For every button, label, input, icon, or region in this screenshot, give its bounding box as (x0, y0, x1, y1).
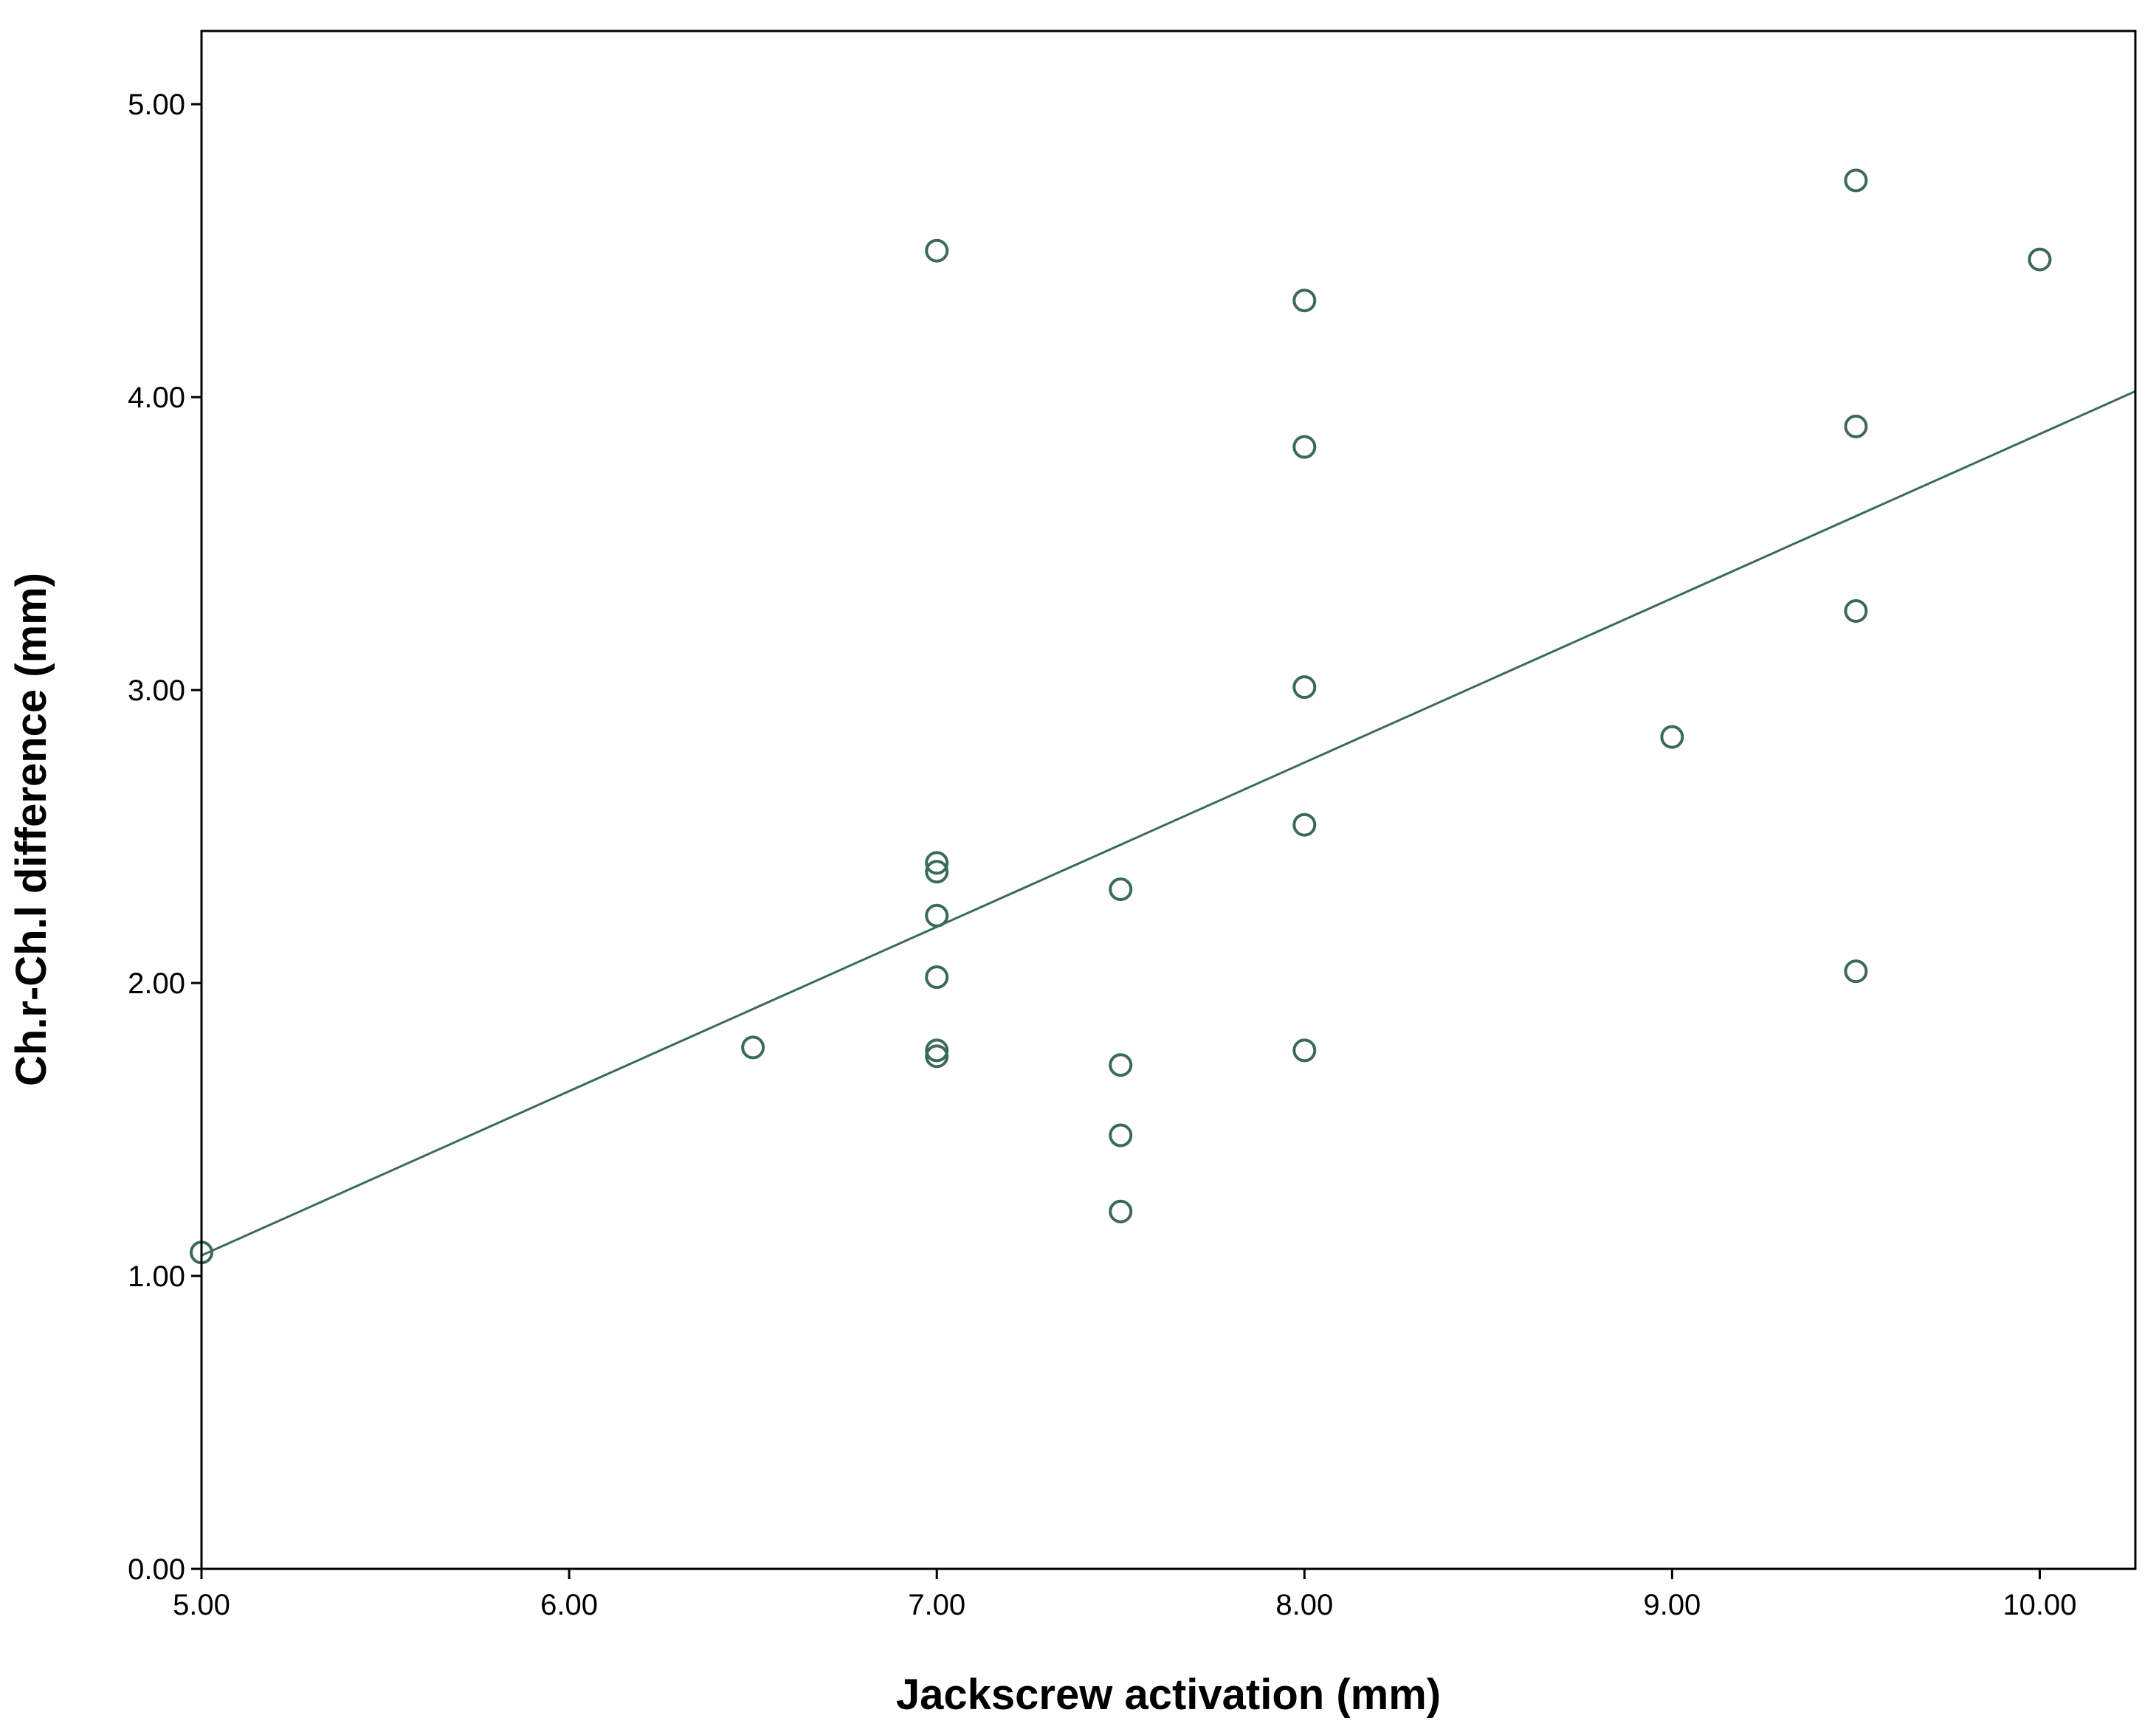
x-tick-label: 7.00 (908, 1589, 965, 1621)
scatter-point (741, 1035, 765, 1060)
x-tick-label: 9.00 (1643, 1589, 1701, 1621)
x-axis-title: Jackscrew activation (mm) (896, 1671, 1441, 1719)
x-tick-label: 8.00 (1275, 1589, 1333, 1621)
y-tick-label: 1.00 (128, 1260, 185, 1293)
scatter-point (1844, 959, 1868, 984)
y-tick-label: 3.00 (128, 674, 185, 707)
axes (191, 30, 2137, 1579)
scatter-point (1109, 877, 1133, 902)
scatter-point (1660, 725, 1684, 749)
scatter-point (1109, 1053, 1133, 1077)
y-tick-label: 4.00 (128, 382, 185, 414)
scatter-point (925, 238, 949, 263)
scatter-point (925, 860, 949, 884)
x-tick-label: 6.00 (540, 1589, 598, 1621)
regression-line (201, 390, 2136, 1257)
y-axis-title: Ch.r-Ch.l difference (mm) (7, 573, 55, 1086)
scatter-point (925, 851, 949, 875)
scatter-point (1844, 414, 1868, 438)
y-tick-label: 5.00 (128, 89, 185, 121)
scatter-point (1844, 598, 1868, 623)
scatter-point (925, 903, 949, 928)
scatter-point (1292, 675, 1317, 700)
scatter-point (1844, 168, 1868, 193)
scatter-point (925, 1044, 949, 1069)
scatter-point (1292, 1038, 1317, 1063)
scatter-point (1292, 435, 1317, 459)
scatter-point (1109, 1123, 1133, 1148)
scatter-point (1109, 1199, 1133, 1224)
scatter-point (2028, 247, 2052, 272)
scatter-point (1292, 289, 1317, 313)
x-tick-label: 10.00 (2002, 1589, 2076, 1621)
plot-frame (200, 30, 2137, 1570)
scatter-point (925, 965, 949, 990)
y-tick-label: 0.00 (128, 1553, 185, 1586)
scatter-point (925, 1038, 949, 1063)
x-tick-label: 5.00 (173, 1589, 230, 1621)
y-tick-label: 2.00 (128, 967, 185, 1000)
axis-labels: 0.00 1.00 2.00 3.00 4.00 5.00 5.00 6.00 7.00 8.00… (7, 89, 2077, 1719)
scatter-point (1292, 812, 1317, 837)
